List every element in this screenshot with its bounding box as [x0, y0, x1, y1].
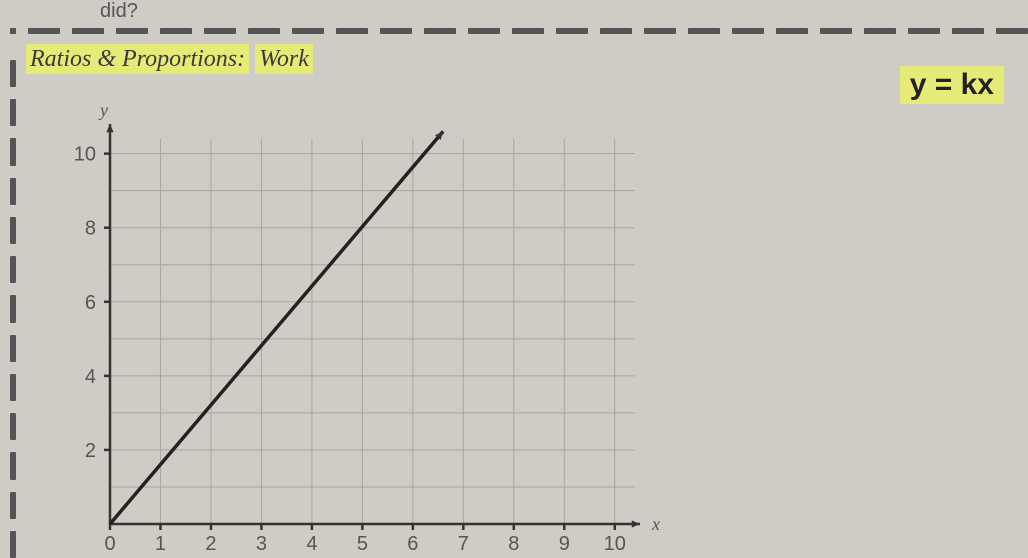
svg-text:10: 10 [604, 533, 626, 554]
svg-text:2: 2 [85, 440, 96, 462]
svg-text:5: 5 [357, 533, 368, 554]
svg-text:9: 9 [559, 533, 570, 554]
cut-line-left [10, 60, 16, 558]
svg-text:10: 10 [74, 144, 96, 166]
worksheet-page: did? Ratios & Proportions: Work y = kx 0… [0, 0, 1028, 558]
svg-text:0: 0 [104, 533, 115, 554]
svg-text:1: 1 [155, 533, 166, 554]
section-title: Ratios & Proportions: Work [26, 46, 313, 73]
svg-text:8: 8 [508, 533, 519, 554]
svg-text:8: 8 [85, 218, 96, 240]
chart-svg: 0 1 2 3 4 5 6 7 8 9 10 2 4 6 8 10 x y [60, 94, 670, 554]
svg-text:7: 7 [458, 533, 469, 554]
formula-box: y = kx [900, 66, 1004, 104]
svg-text:x: x [651, 514, 660, 534]
svg-text:6: 6 [85, 292, 96, 314]
svg-text:3: 3 [256, 533, 267, 554]
svg-text:2: 2 [205, 533, 216, 554]
proportion-chart: 0 1 2 3 4 5 6 7 8 9 10 2 4 6 8 10 x y [60, 94, 670, 554]
svg-text:4: 4 [306, 533, 317, 554]
svg-text:4: 4 [85, 366, 96, 388]
cut-line-top [10, 28, 1028, 34]
svg-text:6: 6 [407, 533, 418, 554]
svg-text:y: y [98, 100, 108, 120]
section-title-highlight: Ratios & Proportions: [26, 44, 249, 74]
section-title-rest: Work [255, 44, 313, 74]
top-fragment-text: did? [100, 0, 138, 23]
